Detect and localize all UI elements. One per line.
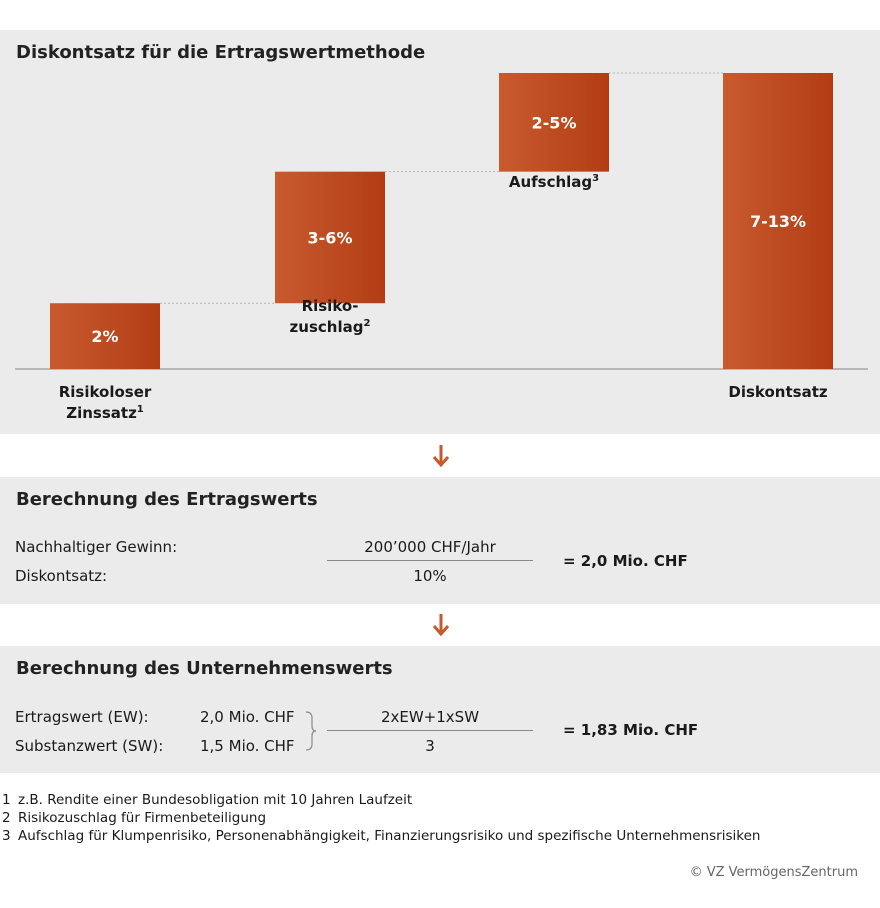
fraction-numerator: 200’000 CHF/Jahr: [364, 538, 496, 556]
bar-4: [723, 73, 833, 369]
discount-rate-panel: Diskontsatz für die Ertragswertmethode 2…: [0, 30, 880, 434]
footnote-item: 3 Aufschlag für Klumpenrisiko, Personenab…: [2, 828, 761, 844]
footnote-item: 1 z.B. Rendite einer Bundesobligation mit…: [2, 792, 413, 808]
earnings-value-title: Berechnung des Ertragswerts: [16, 489, 318, 510]
right-brace-icon: [305, 711, 317, 751]
category-label-risikozuschlag: Risiko-: [302, 297, 359, 315]
sustainable-profit-label: Nachhaltiger Gewinn:: [15, 538, 178, 556]
asset-value-amount: 1,5 Mio. CHF: [200, 737, 295, 755]
company-value-panel: Berechnung des Unternehmenswerts Ertrags…: [0, 646, 880, 773]
bar-value-label: 2-5%: [532, 113, 577, 132]
company-value-result: = 1,83 Mio. CHF: [563, 721, 699, 739]
earnings-value-amount: 2,0 Mio. CHF: [200, 708, 295, 726]
bar-value-label: 7-13%: [750, 212, 806, 231]
fraction-line: [327, 730, 533, 731]
bar-3: [499, 73, 609, 172]
fraction-numerator: 2xEW+1xSW: [380, 708, 480, 726]
asset-value-row-label: Substanzwert (SW):: [15, 737, 164, 755]
category-label-risikoloser-zinssatz: Risikoloser: [59, 383, 152, 401]
category-label-risikozuschlag-line2: zuschlag2: [290, 318, 371, 336]
category-label-risikoloser-zinssatz-line2: Zinssatz1: [66, 404, 144, 422]
earnings-value-row-label: Ertragswert (EW):: [15, 708, 149, 726]
category-label-aufschlag: Aufschlag3: [509, 173, 599, 191]
category-label-diskontsatz: Diskontsatz: [728, 383, 827, 401]
bar-value-label: 2%: [91, 327, 118, 346]
footnotes-list: 1 z.B. Rendite einer Bundesobligation mit…: [2, 791, 760, 845]
bar-1: [50, 303, 160, 369]
arrow-down-icon: [432, 614, 450, 637]
earnings-value-result: = 2,0 Mio. CHF: [563, 552, 688, 570]
earnings-value-panel: Berechnung des Ertragswerts Nachhaltiger…: [0, 477, 880, 604]
arrow-down-icon: [432, 445, 450, 468]
chart-title: Diskontsatz für die Ertragswertmethode: [16, 42, 426, 63]
fraction-denominator: 10%: [413, 567, 447, 585]
copyright-notice: © VZ VermögensZentrum: [689, 865, 858, 880]
bar-value-label: 3-6%: [308, 228, 353, 247]
company-value-title: Berechnung des Unternehmenswerts: [16, 658, 393, 679]
bar-2: [275, 171, 385, 304]
footnote-item: 2 Risikozuschlag für Firmenbeteiligung: [2, 810, 267, 826]
waterfall-chart: 2% 3-6% 2-5% 7-13% Risikoloser Zinssatz1 Ri…: [15, 72, 868, 422]
fraction-denominator: 3: [425, 737, 435, 755]
fraction-line: [327, 560, 533, 561]
discount-rate-label: Diskontsatz:: [15, 567, 108, 585]
